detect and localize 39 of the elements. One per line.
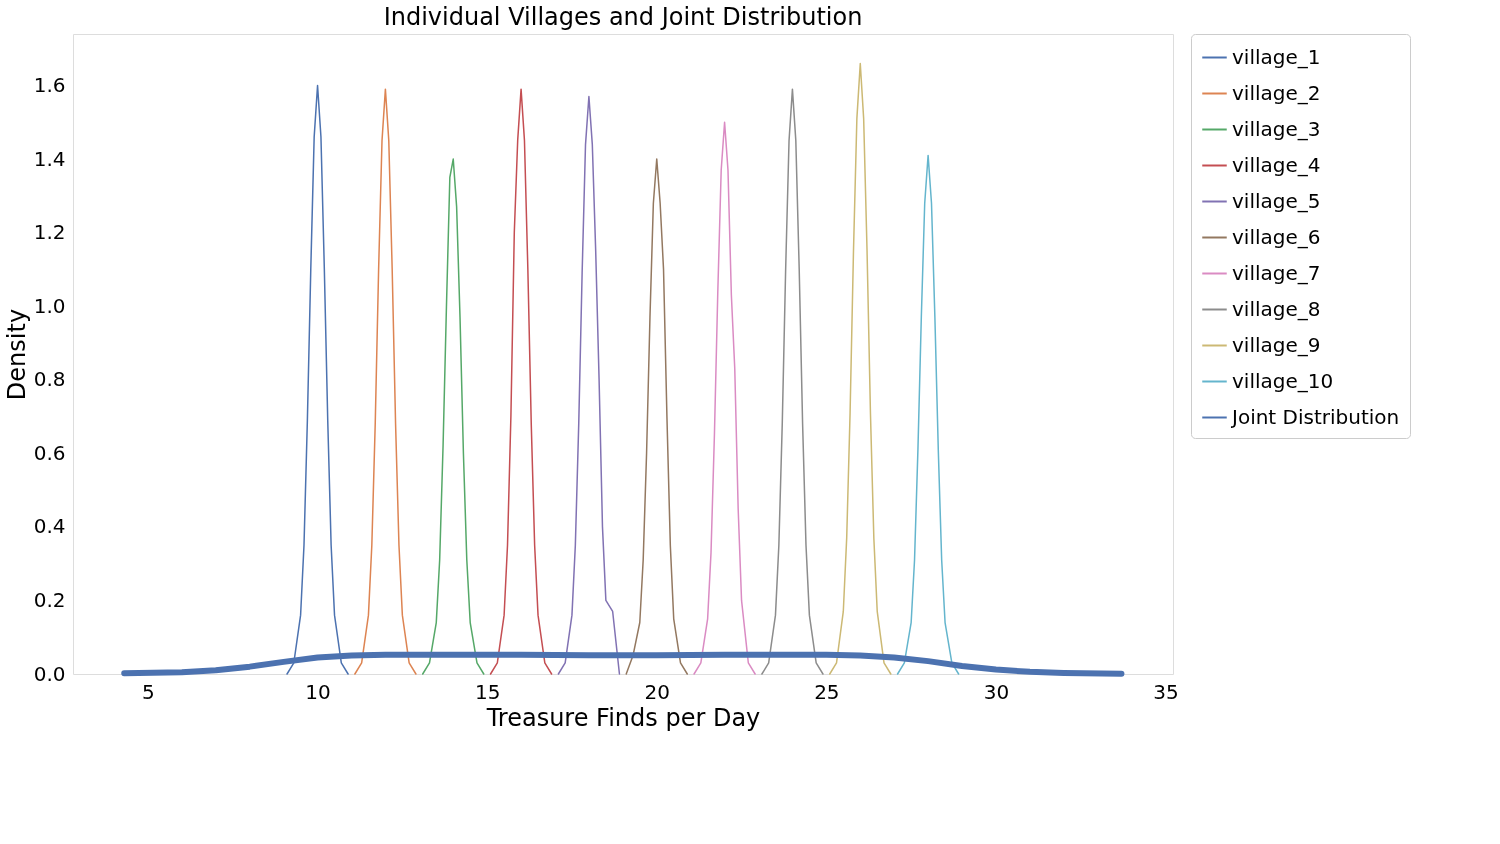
legend-label: Joint Distribution [1230, 404, 1400, 429]
y-tick-label: 1.6 [33, 72, 66, 97]
x-tick-label: 35 [1153, 679, 1179, 704]
chart-title: Individual Villages and Joint Distribution [383, 2, 863, 31]
line-series [828, 62, 892, 675]
x-tick-label: 5 [142, 679, 155, 704]
y-tick-label: 0.6 [33, 440, 66, 465]
legend-label: village_9 [1232, 332, 1321, 357]
line-series [896, 154, 960, 675]
y-tick-label: 0.4 [33, 514, 66, 539]
legend-label: village_4 [1232, 152, 1321, 177]
y-tick-label: 0.8 [33, 367, 66, 392]
y-tick-label: 1.0 [33, 293, 66, 318]
legend-label: village_1 [1232, 44, 1321, 69]
x-tick-label: 30 [983, 679, 1010, 704]
y-tick-label: 0.2 [33, 587, 66, 612]
x-tick-label: 25 [814, 679, 840, 704]
x-tick-label: 10 [305, 679, 331, 704]
line-series [354, 88, 417, 675]
y-tick-label: 1.4 [33, 146, 66, 171]
x-tick-label: 20 [644, 679, 670, 704]
legend-label: village_5 [1232, 188, 1321, 213]
line-series [489, 88, 553, 675]
y-axis-title: Density [2, 308, 31, 401]
line-series [557, 95, 621, 675]
legend-label: village_2 [1232, 80, 1321, 105]
legend-label: village_10 [1232, 368, 1334, 393]
x-axis-title: Treasure Finds per Day [485, 703, 761, 732]
legend-label: village_8 [1232, 296, 1321, 321]
y-tick-label: 0.0 [33, 661, 66, 686]
legend-label: village_6 [1232, 224, 1321, 249]
legend-label: village_3 [1232, 116, 1321, 141]
line-series [761, 88, 824, 675]
line-series [693, 121, 756, 675]
legend-label: village_7 [1232, 260, 1321, 285]
x-tick-label: 15 [474, 679, 501, 704]
y-tick-label: 1.2 [33, 220, 66, 245]
line-series [625, 158, 689, 675]
line-series [421, 158, 485, 675]
